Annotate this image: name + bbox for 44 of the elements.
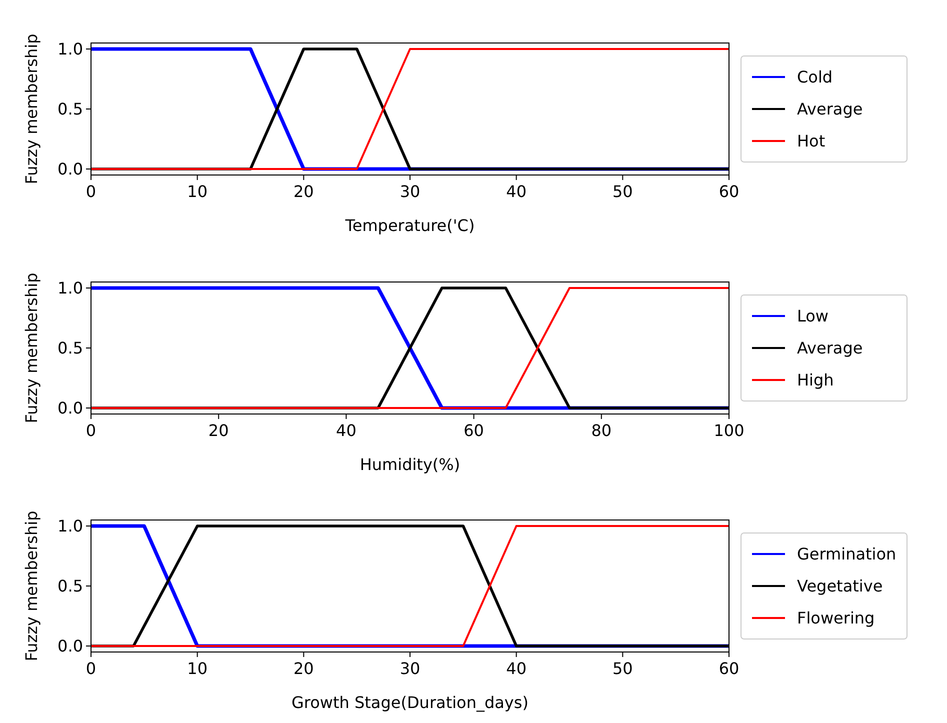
x-tick-label: 0 <box>86 421 96 440</box>
x-tick-label: 60 <box>464 421 484 440</box>
x-tick-label: 20 <box>293 659 314 678</box>
x-tick-label: 40 <box>506 659 527 678</box>
y-tick-label: 0.5 <box>58 338 83 358</box>
y-tick-label: 0.5 <box>58 100 83 119</box>
legend-label: Flowering <box>797 608 875 628</box>
x-tick-label: 20 <box>293 182 314 201</box>
x-tick-label: 0 <box>86 659 96 678</box>
x-tick-label: 30 <box>400 182 420 201</box>
legend-label: Germination <box>797 544 896 564</box>
y-tick-label: 0.5 <box>58 576 83 596</box>
y-axis-title: Fuzzy membership <box>22 34 41 184</box>
legend-label: High <box>797 370 834 390</box>
legend-label: Cold <box>797 68 833 87</box>
legend-label: Vegetative <box>797 576 883 596</box>
y-tick-label: 1.0 <box>58 278 83 298</box>
y-tick-label: 1.0 <box>58 40 83 59</box>
x-tick-label: 100 <box>714 421 744 440</box>
x-tick-label: 60 <box>718 659 740 678</box>
y-axis-title: Fuzzy membership <box>22 272 41 424</box>
x-tick-label: 10 <box>187 182 208 201</box>
x-tick-label: 50 <box>612 182 633 201</box>
x-tick-label: 80 <box>591 421 612 440</box>
x-tick-label: 20 <box>208 421 229 440</box>
legend-label: Average <box>797 338 863 358</box>
y-axis-title: Fuzzy membership <box>22 510 41 662</box>
legend-label: Low <box>797 306 829 326</box>
x-tick-label: 30 <box>400 659 420 678</box>
x-axis-title: Growth Stage(Duration_days) <box>292 693 528 712</box>
x-axis-title: Temperature('C) <box>344 216 475 235</box>
x-axis-title: Humidity(%) <box>360 455 460 474</box>
legend-label: Hot <box>797 132 826 151</box>
x-tick-label: 0 <box>86 182 96 201</box>
x-tick-label: 50 <box>612 659 633 678</box>
x-tick-label: 10 <box>187 659 208 678</box>
y-tick-label: 0.0 <box>58 636 83 656</box>
x-tick-label: 40 <box>506 182 527 201</box>
x-tick-label: 60 <box>718 182 740 201</box>
y-tick-label: 0.0 <box>58 398 83 418</box>
x-tick-label: 40 <box>336 421 356 440</box>
y-tick-label: 1.0 <box>58 516 83 536</box>
legend-label: Average <box>797 100 863 119</box>
y-tick-label: 0.0 <box>58 160 83 179</box>
